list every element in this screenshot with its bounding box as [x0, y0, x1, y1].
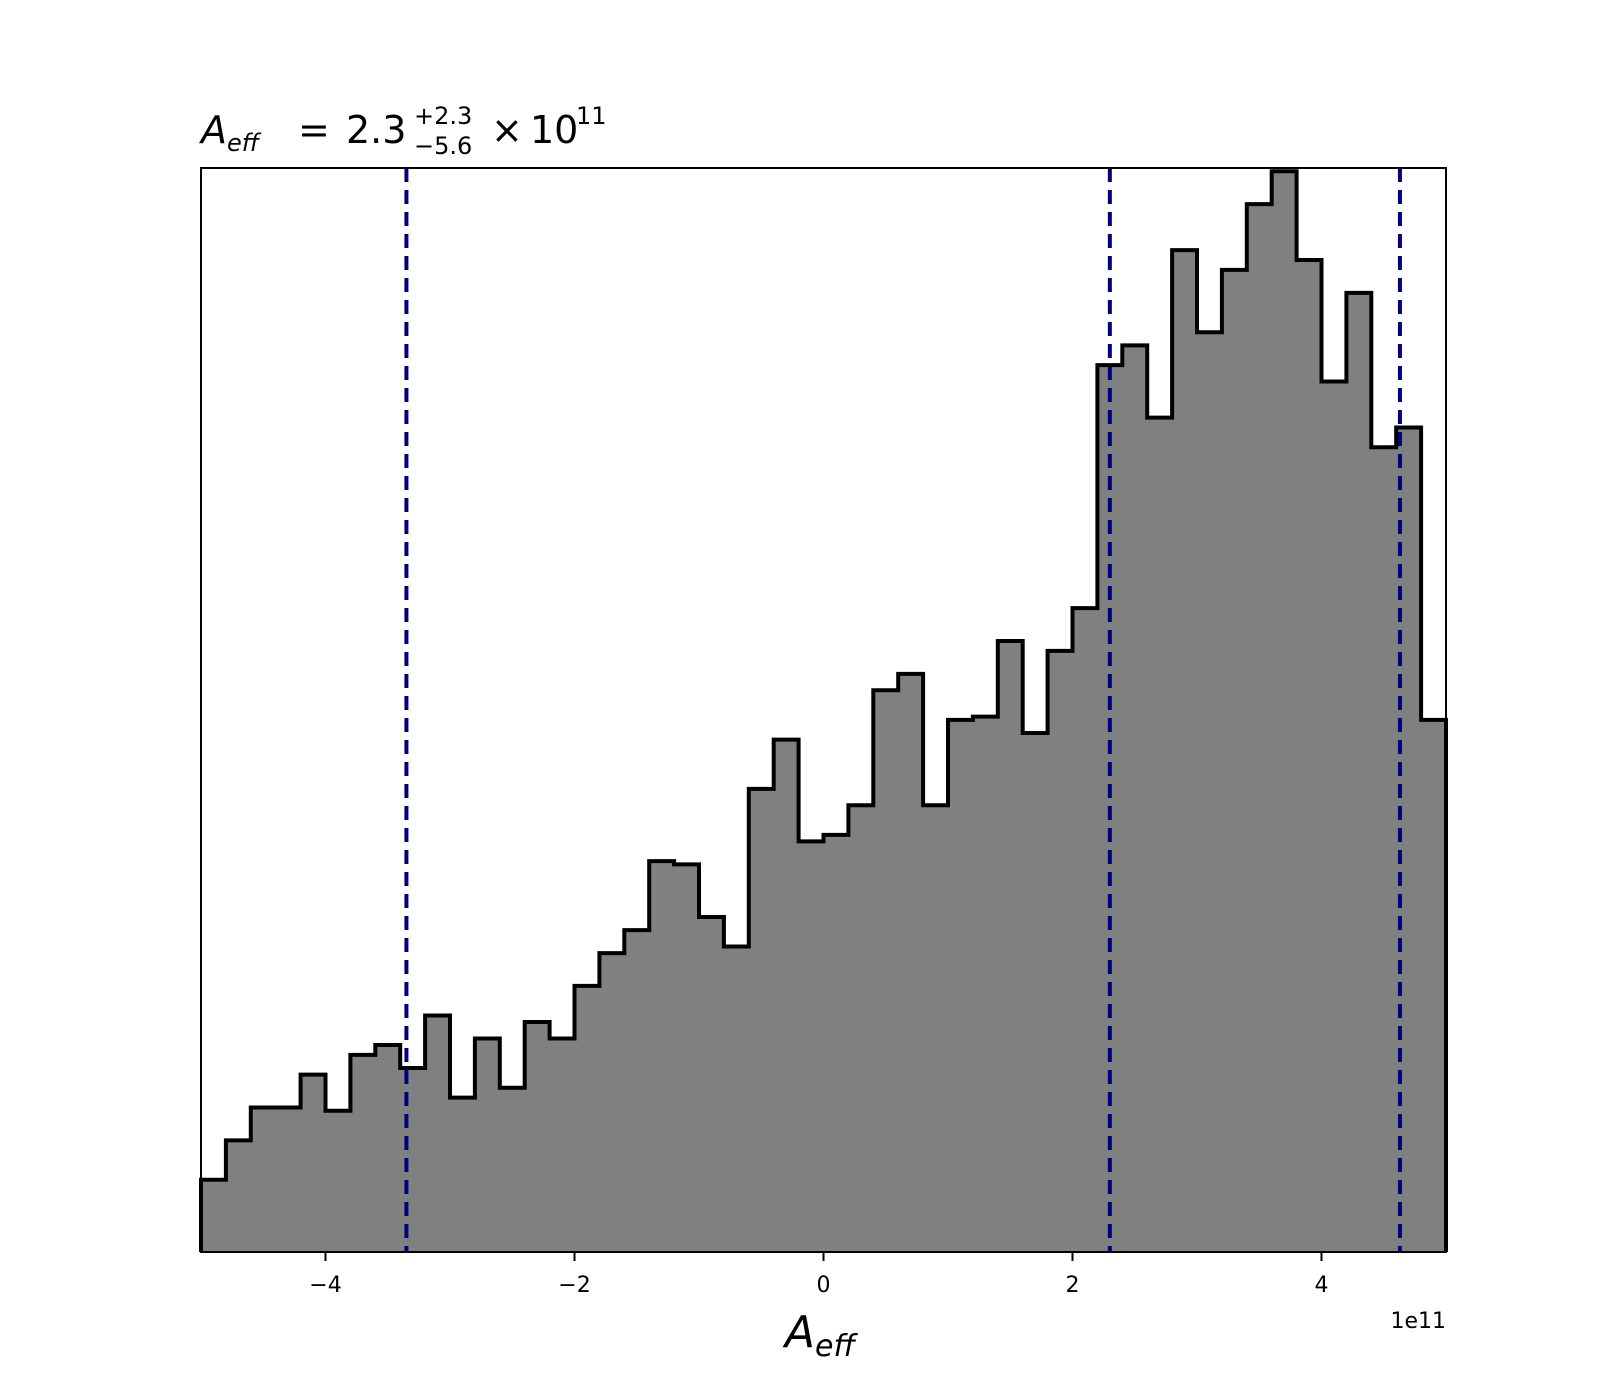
title-lower-error: −5.6 [414, 132, 472, 160]
x-axis-offset-label: 1e11 [1390, 1309, 1446, 1334]
title-value: 2.3 [346, 108, 406, 152]
title-symbol: A [198, 108, 227, 152]
interval-lines [404, 168, 1402, 1252]
x-tick-label: 4 [1315, 1273, 1329, 1298]
histogram-outline [199, 169, 1448, 1252]
x-tick-label: −2 [558, 1273, 590, 1298]
title-upper-error: +2.3 [414, 102, 472, 130]
x-axis-label-subscript: eff [815, 1329, 858, 1364]
title-exponent: 11 [576, 102, 607, 130]
x-axis-ticks: −4 −2 0 2 4 [309, 1252, 1329, 1298]
plot-area: −4 −2 0 2 4 [199, 167, 1448, 1298]
x-axis-label-symbol: A [782, 1307, 815, 1358]
svg-text:Aeff: Aeff [198, 108, 262, 157]
x-tick-label: −4 [309, 1273, 341, 1298]
histogram-fill [201, 171, 1446, 1252]
chart-title: Aeff = 2.3 +2.3 −5.6 × 10 11 [198, 102, 607, 160]
x-axis-label: Aeff [782, 1307, 859, 1364]
title-times: × [491, 108, 523, 152]
x-tick-label: 0 [817, 1273, 831, 1298]
title-symbol-subscript: eff [227, 129, 262, 157]
title-base: 10 [530, 108, 578, 152]
x-tick-label: 2 [1066, 1273, 1080, 1298]
title-equals: = [298, 108, 330, 152]
